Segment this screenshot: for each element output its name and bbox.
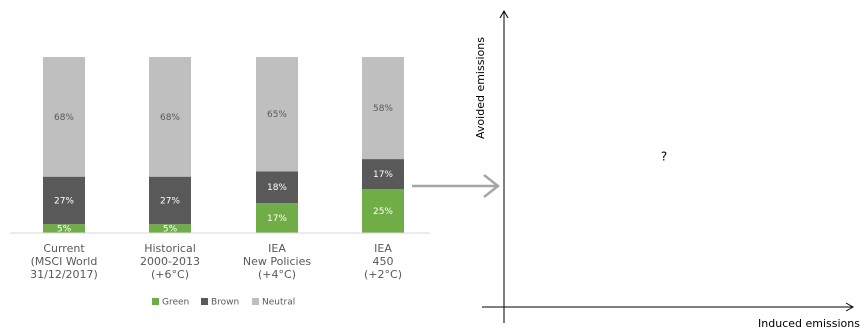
bar-brown-4 (362, 159, 404, 189)
category-label-4-line-2: 450 (373, 255, 394, 268)
legend-swatch-green (152, 298, 159, 305)
data-label-neutral-4: 58% (373, 104, 393, 114)
category-label-4-line-3: (+2°C) (364, 268, 402, 281)
bar-neutral-1 (43, 57, 85, 177)
category-label-3-line-2: New Policies (243, 255, 311, 268)
data-label-green-3: 17% (267, 214, 287, 224)
data-label-neutral-1: 68% (54, 113, 74, 123)
bar-brown-1 (43, 176, 85, 225)
category-label-2-line-1: Historical (144, 242, 196, 255)
question-mark-annotation: ? (661, 150, 667, 164)
y-axis-title: Avoided emissions (474, 37, 487, 139)
legend-swatch-brown (201, 298, 208, 305)
bar-green-3 (256, 203, 298, 233)
category-label-3-line-3: (+4°C) (258, 268, 296, 281)
category-label-3-line-1: IEA (268, 242, 286, 255)
legend-swatch-neutral (252, 298, 259, 305)
legend-label-green: Green (162, 298, 189, 308)
bar-brown-3 (256, 171, 298, 204)
data-label-brown-2: 27% (160, 196, 180, 206)
data-label-neutral-3: 65% (267, 110, 287, 120)
bar-brown-2 (149, 176, 191, 225)
data-label-green-2: 5% (163, 225, 178, 235)
data-label-brown-3: 18% (267, 183, 287, 193)
legend-label-neutral: Neutral (262, 298, 295, 308)
category-label-2-line-3: (+6°C) (151, 268, 189, 281)
category-label-1-line-1: Current (43, 242, 85, 255)
x-axis-title: Induced emissions (758, 317, 860, 330)
data-label-brown-4: 17% (373, 170, 393, 180)
bar-green-1 (43, 224, 85, 233)
x-axis-arrowhead (845, 302, 855, 312)
legend: Green Brown Neutral (152, 298, 295, 308)
data-label-neutral-2: 68% (160, 113, 180, 123)
bar-green-4 (362, 189, 404, 233)
stacked-bar-chart: 5% 27% 68% 5% 27% 68% 17% 18% 65% 25% 17% 58% (43, 57, 404, 235)
data-label-brown-1: 27% (54, 196, 74, 206)
category-label-4-line-1: IEA (374, 242, 392, 255)
data-label-green-4: 25% (373, 207, 393, 217)
bar-neutral-3 (256, 57, 298, 172)
legend-label-brown: Brown (211, 298, 239, 308)
y-axis-arrowhead (499, 9, 509, 19)
category-label-1-line-2: (MSCI World (31, 255, 98, 268)
data-label-green-1: 5% (57, 225, 72, 235)
connector-arrow (412, 174, 501, 198)
category-label-1-line-3: 31/12/2017) (30, 268, 98, 281)
category-label-2-line-2: 2000-2013 (140, 255, 200, 268)
quadrant-axes (482, 9, 855, 323)
bar-green-2 (149, 224, 191, 233)
bar-neutral-4 (362, 57, 404, 160)
bar-neutral-2 (149, 57, 191, 177)
